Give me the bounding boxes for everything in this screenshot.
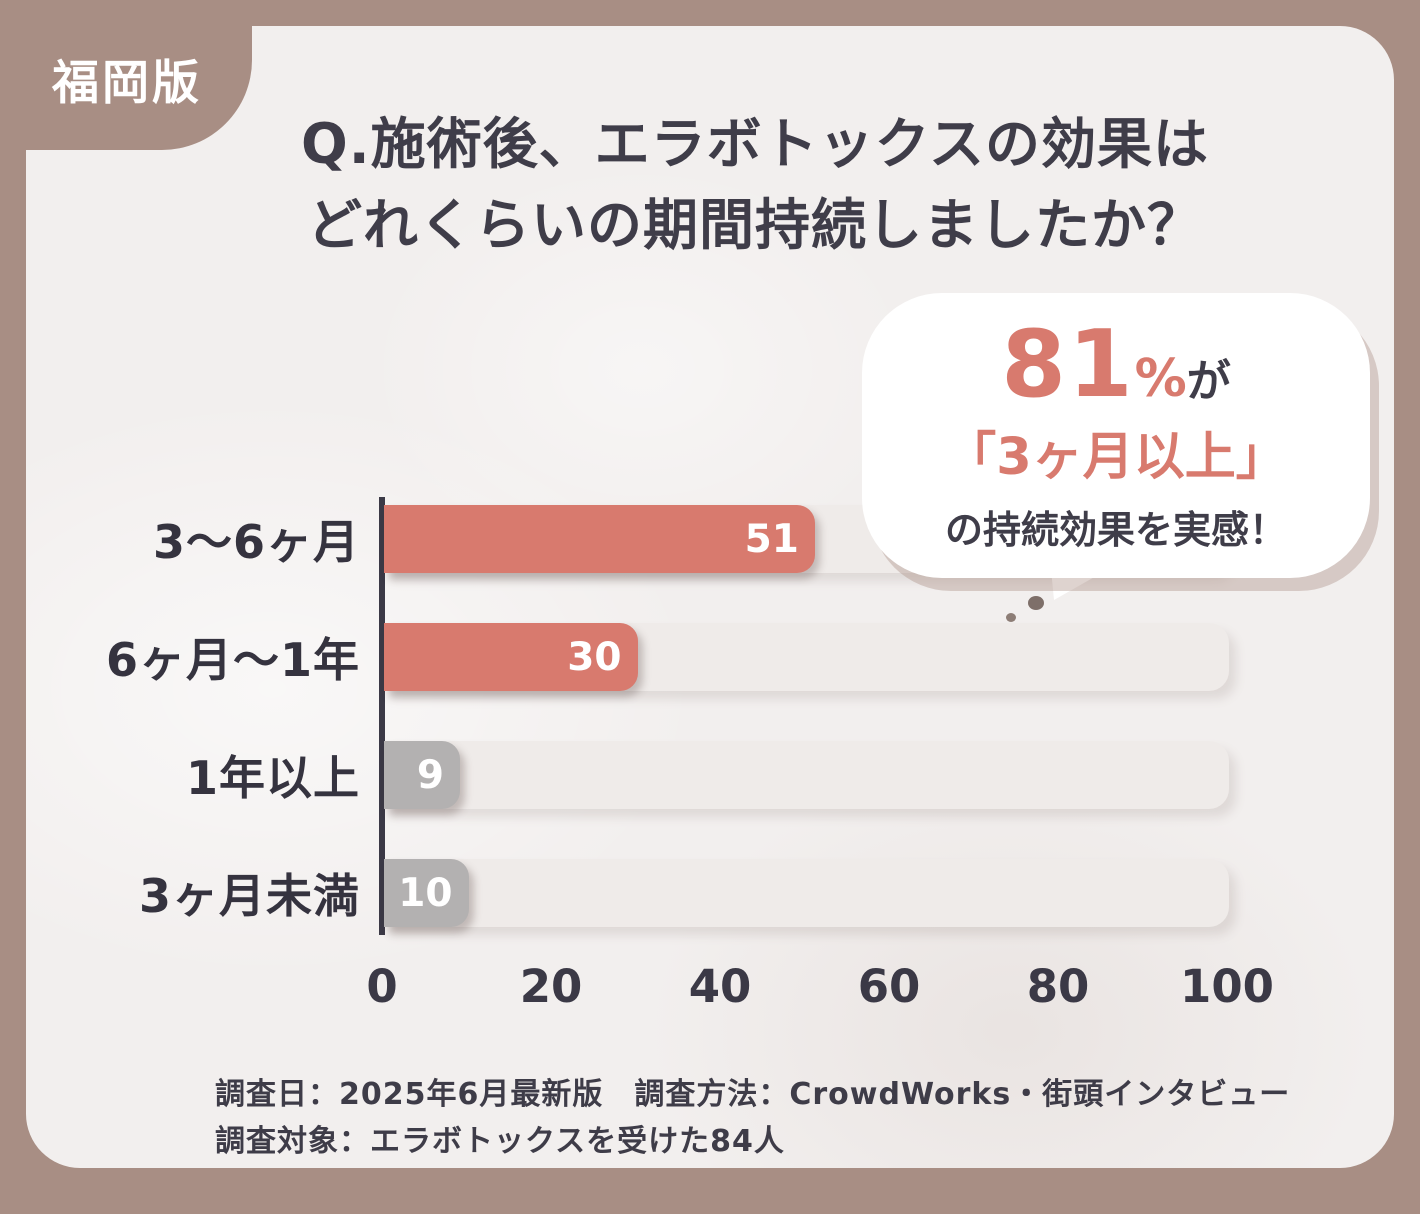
- bar-track: 9: [384, 741, 1229, 809]
- survey-metadata: 調査日：2025年6月最新版 調査方法：CrowdWorks・街頭インタビュー …: [215, 1072, 1290, 1165]
- bar-value-label: 51: [744, 516, 799, 562]
- bar-value-label: 30: [567, 634, 622, 680]
- x-axis-ticks: 0 20 40 60 80 100: [366, 960, 1274, 1020]
- category-label: 6ヶ月〜1年: [105, 633, 360, 687]
- category-label: 3ヶ月未満: [138, 869, 360, 923]
- survey-metadata-line-2: 調査対象：エラボトックスを受けた84人: [215, 1123, 785, 1159]
- bar-chart: 3〜6ヶ月 51 6ヶ月〜1年 30 1年以上 9: [0, 497, 1420, 1013]
- bar: 30: [384, 623, 638, 691]
- bubble-tail-dot: [1006, 613, 1016, 622]
- bubble-tail-dot: [1028, 596, 1044, 610]
- callout-percent-sign: %: [1134, 349, 1187, 409]
- callout-percent-value: 81: [1001, 310, 1135, 418]
- region-badge-label: 福岡版: [52, 56, 202, 111]
- callout-bubble: 81%が 「3ヶ月以上」 の持続効果を実感！: [862, 293, 1370, 579]
- callout-highlight: 「3ヶ月以上」: [945, 428, 1287, 488]
- bar-value-label: 10: [398, 870, 453, 916]
- category-label: 3〜6ヶ月: [152, 515, 360, 569]
- title-line-1: Q.施術後、エラボトックスの効果は: [301, 112, 1209, 176]
- x-tick-label: 100: [1180, 960, 1274, 1013]
- content-panel: [26, 26, 1394, 1168]
- bar: 10: [384, 859, 469, 927]
- callout-percent-line: 81%が: [874, 313, 1358, 415]
- x-tick-label: 60: [857, 960, 921, 1013]
- bar-value-label: 9: [416, 752, 445, 798]
- chart-row: 1年以上 9: [0, 741, 1420, 809]
- bar-track: 10: [384, 859, 1229, 927]
- chart-row: 3〜6ヶ月 51: [0, 505, 1420, 573]
- chart-row: 3ヶ月未満 10: [0, 859, 1420, 927]
- region-badge: 福岡版: [0, 0, 252, 150]
- chart-row: 6ヶ月〜1年 30: [0, 623, 1420, 691]
- bar: 51: [384, 505, 815, 573]
- callout-description: の持続効果を実感！: [944, 508, 1287, 553]
- y-axis-line: [379, 497, 385, 935]
- x-tick-label: 80: [1026, 960, 1090, 1013]
- survey-question-title: Q.施術後、エラボトックスの効果は どれくらいの期間持続しましたか？: [90, 104, 1420, 267]
- x-tick-label: 20: [519, 960, 583, 1013]
- x-tick-label: 40: [688, 960, 752, 1013]
- bar-track: 30: [384, 623, 1229, 691]
- title-line-2: どれくらいの期間持続しましたか？: [306, 193, 1203, 258]
- survey-metadata-line-1: 調査日：2025年6月最新版 調査方法：CrowdWorks・街頭インタビュー: [215, 1077, 1291, 1112]
- x-tick-label: 0: [366, 960, 398, 1013]
- bar: 9: [384, 741, 461, 809]
- callout-suffix: が: [1186, 356, 1231, 407]
- category-label: 1年以上: [185, 751, 360, 805]
